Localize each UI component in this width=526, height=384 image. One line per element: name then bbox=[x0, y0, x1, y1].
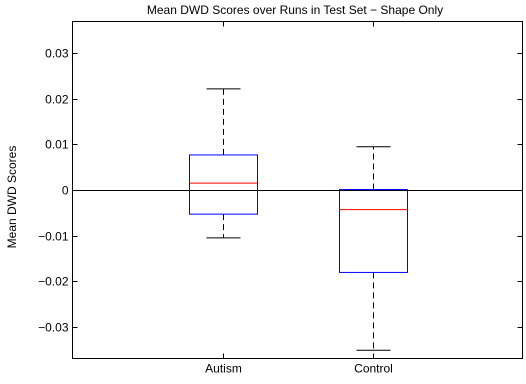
y-tick-label: 0.01 bbox=[45, 138, 69, 152]
x-tick-label: Control bbox=[354, 362, 393, 376]
y-tick-label: −0.02 bbox=[38, 275, 69, 289]
chart-marks: −0.03 −0.02 −0.01 0 0.01 0.02 0.03 Autism Contro… bbox=[38, 21, 523, 376]
y-tick-label: −0.03 bbox=[38, 321, 69, 335]
chart-title: Mean DWD Scores over Runs in Test Set − … bbox=[147, 3, 443, 17]
x-tick-label: Autism bbox=[205, 362, 242, 376]
iqr-box bbox=[189, 154, 258, 215]
y-axis-label: Mean DWD Scores bbox=[5, 146, 19, 249]
y-tick-label: 0.02 bbox=[45, 93, 69, 107]
iqr-box bbox=[339, 189, 408, 273]
y-tick-label: −0.01 bbox=[38, 230, 69, 244]
y-tick-label: 0 bbox=[62, 184, 69, 198]
y-tick-label: 0.03 bbox=[45, 47, 69, 61]
